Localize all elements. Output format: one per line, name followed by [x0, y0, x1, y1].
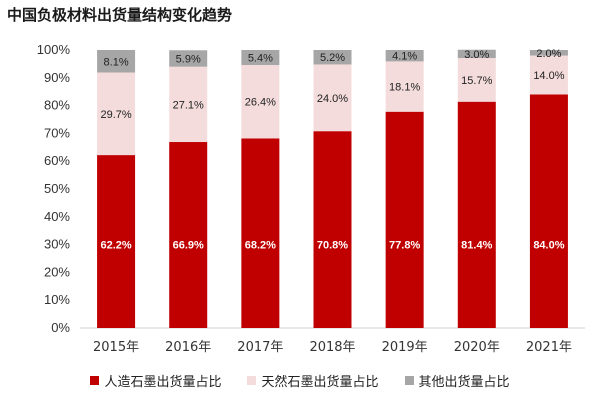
x-tick-label: 2020年: [454, 340, 500, 355]
bar-segment-other: [385, 50, 424, 62]
x-tick-label: 2017年: [237, 340, 283, 355]
bar-segment-other: [313, 50, 352, 65]
bar-segment-other: [529, 50, 568, 56]
data-label: 2.0%: [536, 48, 561, 60]
x-tick-label: 2021年: [526, 340, 572, 355]
x-tick-label: 2019年: [382, 340, 428, 355]
bar-segment-other: [241, 50, 280, 66]
chart-legend: 人造石墨出货量占比 天然石墨出货量占比 其他出货量占比: [0, 371, 600, 390]
data-label: 62.2%: [100, 240, 131, 252]
data-label: 29.7%: [100, 109, 131, 121]
legend-item-artificial-graphite: 人造石墨出货量占比: [90, 371, 221, 390]
bar-segment-other: [169, 50, 208, 67]
y-tick-label: 80%: [44, 98, 70, 113]
data-label: 24.0%: [317, 93, 348, 105]
bar-segment-natural: [313, 64, 352, 132]
data-label: 84.0%: [533, 240, 564, 252]
legend-swatch-artificial: [90, 376, 100, 385]
y-tick-label: 50%: [44, 181, 70, 196]
x-tick-label: 2018年: [309, 340, 355, 355]
y-tick-label: 20%: [44, 264, 70, 279]
y-tick-label: 90%: [44, 70, 70, 85]
bar-segment-artificial: [241, 138, 280, 328]
y-tick-label: 30%: [44, 237, 70, 252]
data-label: 15.7%: [461, 75, 492, 87]
bar-segment-natural: [529, 55, 568, 95]
legend-swatch-natural: [247, 376, 257, 385]
y-tick-label: 40%: [44, 209, 70, 224]
y-tick-label: 60%: [44, 153, 70, 168]
data-label: 27.1%: [173, 99, 204, 111]
data-label: 4.1%: [392, 51, 417, 63]
bar-segment-artificial: [313, 131, 352, 328]
bar-segment-other: [457, 49, 496, 59]
legend-item-natural-graphite: 天然石墨出货量占比: [247, 371, 379, 390]
data-label: 14.0%: [533, 70, 564, 82]
data-label: 5.2%: [320, 52, 345, 64]
bar-segment-artificial: [385, 111, 424, 328]
bar-segment-other: [97, 50, 136, 73]
bar-segment-natural: [97, 72, 136, 156]
data-label: 3.0%: [464, 49, 489, 61]
x-tick-label: 2016年: [165, 340, 211, 355]
data-label: 70.8%: [317, 240, 348, 252]
bar-segment-artificial: [529, 94, 568, 328]
bar-segment-artificial: [97, 155, 136, 328]
y-tick-label: 100%: [37, 42, 71, 57]
data-label: 8.1%: [104, 56, 129, 68]
data-label: 26.4%: [245, 97, 276, 109]
data-label: 66.9%: [173, 240, 204, 252]
data-label: 81.4%: [461, 240, 492, 252]
legend-label-other: 其他出货量占比: [418, 375, 510, 390]
data-label: 77.8%: [389, 240, 420, 252]
x-tick-label: 2015年: [93, 340, 139, 355]
bar-segment-artificial: [169, 142, 208, 328]
bar-segment-artificial: [457, 101, 496, 328]
y-tick-label: 0%: [51, 320, 70, 335]
legend-label-natural: 天然石墨出货量占比: [261, 375, 379, 390]
legend-label-artificial: 人造石墨出货量占比: [104, 375, 222, 390]
bar-segment-natural: [385, 61, 424, 112]
legend-item-other: 其他出货量占比: [404, 371, 510, 390]
bar-segment-natural: [169, 66, 208, 143]
bar-segment-natural: [241, 65, 280, 139]
y-tick-label: 70%: [44, 125, 70, 140]
bar-segment-natural: [457, 58, 496, 102]
legend-swatch-other: [404, 376, 414, 385]
data-label: 18.1%: [389, 82, 420, 94]
y-tick-label: 10%: [44, 292, 70, 307]
chart-title: 中国负极材料出货量结构变化趋势: [7, 6, 233, 24]
data-label: 5.9%: [176, 53, 201, 65]
data-label: 68.2%: [245, 240, 276, 252]
data-label: 5.4%: [248, 53, 273, 65]
